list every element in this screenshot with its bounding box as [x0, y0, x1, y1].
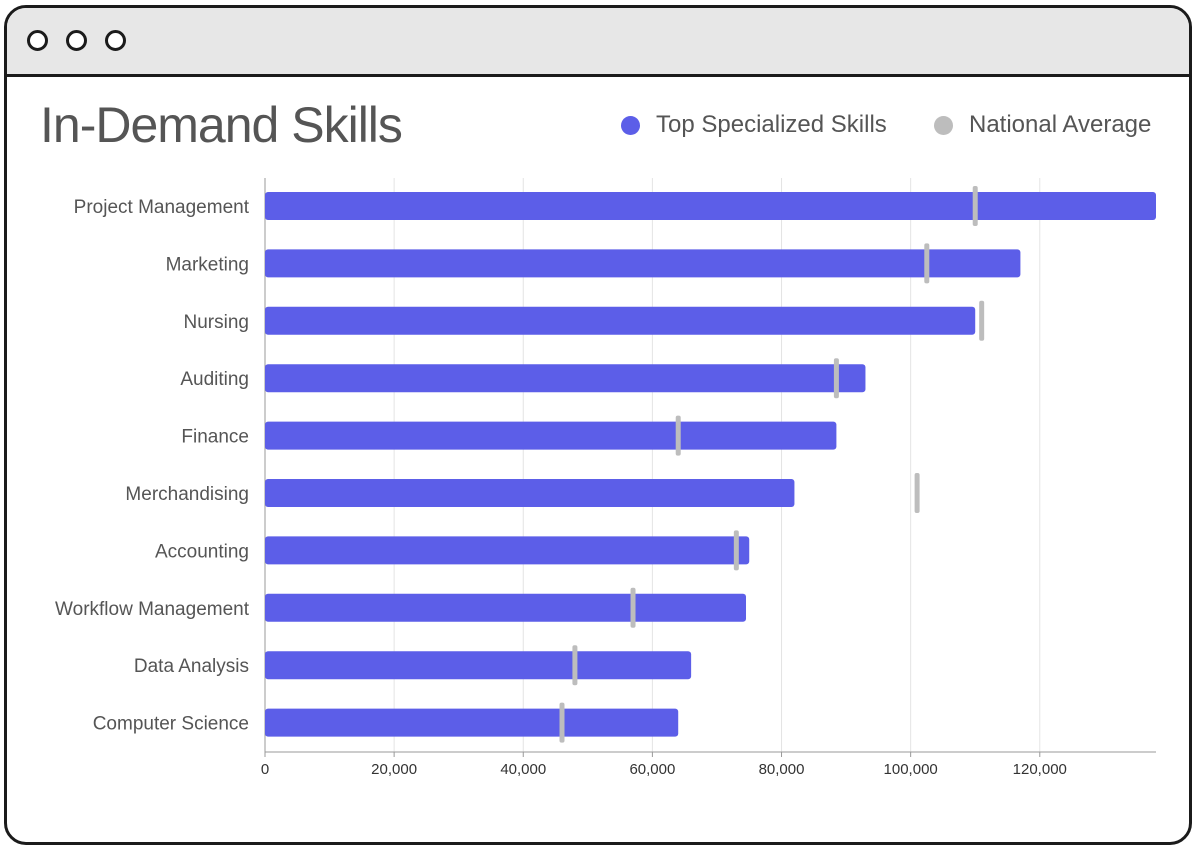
bar — [265, 708, 679, 737]
x-tick-label: 60,000 — [629, 761, 675, 778]
average-marker — [914, 473, 920, 513]
x-tick-label: 0 — [261, 761, 269, 778]
category-label: Auditing — [180, 369, 249, 390]
category-label: Merchandising — [125, 484, 249, 505]
category-label: Project Management — [74, 197, 250, 218]
x-tick-label: 40,000 — [500, 761, 546, 778]
bar — [265, 306, 976, 335]
category-label: Computer Science — [93, 714, 249, 735]
bar — [265, 364, 866, 393]
category-label: Marketing — [166, 254, 249, 275]
bar — [265, 479, 795, 507]
legend-swatch-national-average — [934, 115, 953, 135]
legend-label-top-skills: Top Specialized Skills — [656, 111, 887, 138]
average-marker — [972, 186, 978, 226]
legend-item-national-average: National Average — [934, 110, 1151, 140]
category-label: Accounting — [155, 541, 249, 562]
category-label: Nursing — [184, 312, 249, 333]
legend-item-top-skills: Top Specialized Skills — [621, 110, 887, 140]
category-label: Finance — [181, 427, 249, 448]
category-label: Workflow Management — [55, 599, 250, 620]
legend-label-national-average: National Average — [969, 111, 1152, 138]
average-marker — [630, 587, 636, 628]
x-tick-label: 80,000 — [759, 761, 805, 778]
x-tick-label: 100,000 — [884, 761, 938, 778]
average-marker — [733, 530, 739, 571]
window-control-dot-1[interactable] — [27, 30, 48, 51]
category-label: Data Analysis — [134, 656, 249, 677]
window-titlebar — [7, 8, 1189, 77]
bar — [265, 651, 692, 680]
window-control-dot-2[interactable] — [66, 30, 87, 51]
average-marker — [979, 300, 985, 341]
average-marker — [572, 645, 578, 686]
x-tick-label: 120,000 — [1013, 761, 1067, 778]
bar — [265, 536, 750, 565]
bar — [265, 421, 837, 450]
x-tick-label: 20,000 — [371, 761, 417, 778]
average-marker — [833, 358, 839, 399]
browser-window — [4, 5, 1192, 845]
legend-swatch-top-skills — [621, 115, 640, 135]
average-marker — [559, 702, 565, 743]
window-control-dot-3[interactable] — [105, 30, 126, 51]
bar — [265, 593, 747, 622]
chart-title: In-Demand Skills — [40, 97, 403, 153]
average-marker — [924, 243, 930, 284]
bar — [265, 192, 1156, 220]
bar-chart: 0 20,000 40,000 60,000 80,000 100,000 120,000 P… — [55, 178, 1156, 778]
bar — [265, 249, 1021, 278]
average-marker — [675, 415, 681, 456]
